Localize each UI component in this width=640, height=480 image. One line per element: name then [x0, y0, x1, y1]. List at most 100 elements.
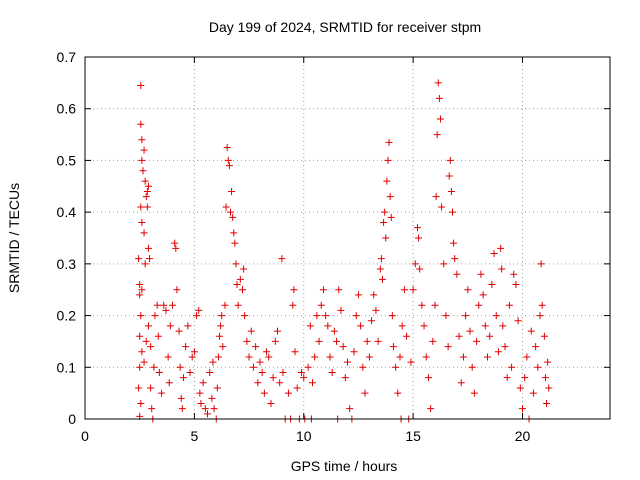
data-point [540, 332, 548, 340]
data-point [434, 79, 442, 87]
data-point [386, 193, 394, 201]
data-point [444, 343, 452, 351]
data-point [146, 255, 154, 263]
data-point [398, 322, 406, 330]
data-point [135, 255, 143, 263]
data-point [475, 301, 483, 309]
data-point [445, 172, 453, 180]
data-point [160, 301, 168, 309]
data-point [361, 389, 369, 397]
data-point [138, 286, 146, 294]
data-point [178, 405, 186, 413]
data-point [537, 260, 545, 268]
data-point [377, 255, 385, 263]
data-point [175, 327, 183, 335]
data-point [400, 286, 408, 294]
data-point [484, 353, 491, 361]
data-point [497, 244, 505, 252]
data-point [422, 353, 430, 361]
data-point [411, 260, 419, 268]
data-point [389, 343, 397, 351]
data-point [457, 379, 465, 387]
data-point [359, 363, 367, 371]
y-tick-label: 0.2 [57, 308, 77, 324]
data-point [169, 301, 176, 309]
data-point [429, 337, 437, 345]
data-point [438, 203, 446, 211]
y-axis-label: SRMTID / TECUs [6, 183, 22, 293]
x-tick-labels: 0 5 10 15 20 [81, 428, 530, 444]
data-point [481, 322, 489, 330]
data-point [140, 229, 148, 237]
data-point [488, 281, 496, 289]
data-point [276, 379, 284, 387]
data-point [204, 410, 211, 418]
data-point [433, 131, 441, 139]
data-point [241, 312, 249, 320]
data-point [289, 301, 297, 309]
data-point [150, 363, 158, 371]
data-point [249, 363, 257, 371]
data-point [459, 353, 467, 361]
data-point [182, 343, 190, 351]
data-point [387, 213, 395, 221]
data-point [226, 208, 234, 216]
data-point [498, 265, 506, 273]
data-point [154, 332, 162, 340]
data-point [527, 327, 535, 335]
data-point [455, 332, 463, 340]
data-point [464, 286, 472, 294]
data-point [290, 286, 298, 294]
data-point [214, 353, 222, 361]
data-point [144, 322, 152, 330]
data-point [233, 281, 241, 289]
data-point [138, 136, 146, 144]
data-point [137, 399, 145, 407]
data-point [138, 156, 146, 164]
data-point [210, 405, 218, 413]
data-point [382, 234, 390, 242]
data-point [141, 260, 149, 268]
data-point [383, 177, 391, 185]
data-point [532, 343, 540, 351]
data-point [365, 353, 373, 361]
data-point [139, 167, 147, 175]
data-point [374, 337, 382, 345]
data-point [435, 94, 443, 102]
data-point [328, 368, 336, 376]
x-tick-label: 20 [515, 428, 531, 444]
data-point [420, 322, 428, 330]
data-point [339, 343, 347, 351]
data-point [317, 301, 325, 309]
data-point [376, 265, 384, 273]
data-point [239, 286, 246, 294]
data-point [140, 358, 148, 366]
data-point [407, 358, 415, 366]
data-point [499, 322, 507, 330]
data-point [141, 177, 149, 185]
data-point [190, 348, 198, 356]
data-point [147, 343, 155, 351]
data-point [545, 384, 553, 392]
y-tick-label: 0.1 [57, 359, 77, 375]
data-point [447, 187, 455, 195]
data-point [403, 332, 411, 340]
data-point [512, 281, 520, 289]
data-point [385, 138, 393, 146]
data-point [477, 270, 485, 278]
data-point [523, 353, 531, 361]
data-point [534, 363, 542, 371]
x-axis-label: GPS time / hours [291, 458, 398, 474]
data-point [213, 384, 221, 392]
data-point [221, 301, 229, 309]
y-tick-label: 0.3 [57, 256, 77, 272]
data-point [184, 322, 192, 330]
data-point [436, 115, 444, 123]
data-point [432, 193, 440, 201]
data-point [151, 312, 159, 320]
data-point [245, 353, 253, 361]
data-point [240, 265, 248, 273]
data-point [521, 374, 529, 382]
data-point [309, 379, 316, 387]
data-point [144, 182, 152, 190]
